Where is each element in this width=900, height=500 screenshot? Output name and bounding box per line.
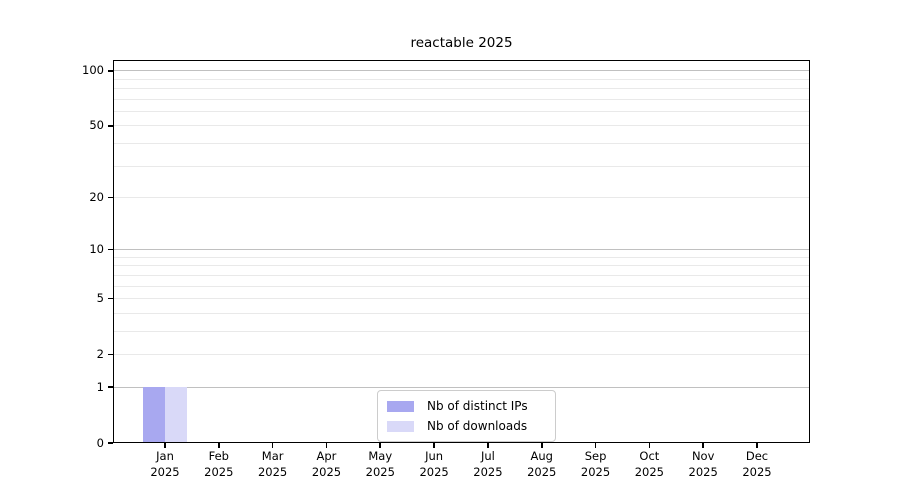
x-tick-label-nov: Nov 2025	[671, 449, 735, 480]
x-tick-month: May	[368, 449, 393, 463]
x-tick-label-feb: Feb 2025	[187, 449, 251, 480]
gridline-major-10	[113, 249, 810, 251]
x-tick-month: Jun	[425, 449, 444, 463]
y-tick-10	[108, 248, 113, 251]
y-tick-5	[108, 297, 113, 300]
x-tick-oct	[648, 443, 651, 448]
y-tick-label-10: 10	[89, 242, 104, 257]
x-tick-year: 2025	[634, 464, 664, 479]
gridline-major-1	[113, 386, 810, 388]
legend-swatch-distinct-ips	[387, 400, 414, 412]
chart-title: reactable 2025	[410, 35, 513, 51]
x-tick-month: Dec	[745, 449, 769, 463]
x-tick-jan	[164, 443, 166, 448]
x-tick-month: Mar	[261, 449, 284, 463]
gridline-minor-3	[113, 330, 810, 332]
plot-area	[113, 60, 810, 443]
y-tick-20	[108, 196, 113, 199]
x-tick-aug	[540, 443, 543, 448]
x-tick-month: Oct	[639, 449, 660, 463]
x-tick-month: Nov	[691, 449, 715, 463]
x-tick-year: 2025	[580, 464, 611, 479]
gridline-minor-20	[113, 196, 810, 198]
x-tick-may	[379, 443, 382, 448]
x-tick-label-mar: Mar 2025	[241, 449, 305, 480]
legend-item-downloads: Nb of downloads	[387, 417, 547, 435]
y-tick-label-1: 1	[96, 379, 104, 394]
x-tick-mar	[271, 443, 274, 448]
x-tick-month: Feb	[208, 449, 229, 463]
x-tick-year: 2025	[150, 464, 180, 479]
bar-nb-of-downloads-jan-2025	[165, 387, 187, 443]
y-tick-label-20: 20	[89, 189, 104, 204]
x-tick-label-jul: Jul 2025	[456, 449, 520, 480]
x-tick-label-jun: Jun 2025	[402, 449, 466, 480]
gridline-minor-5	[113, 298, 810, 299]
x-tick-year: 2025	[419, 464, 449, 479]
legend-swatch-downloads	[387, 420, 414, 432]
bar-nb-of-distinct-ips-jan-2025	[143, 387, 165, 443]
x-tick-year: 2025	[527, 464, 557, 479]
y-tick-label-2: 2	[96, 346, 104, 361]
gridline-minor-60	[113, 110, 810, 112]
y-tick-label-100: 100	[82, 63, 104, 78]
gridline-minor-2	[113, 353, 810, 355]
x-tick-label-dec: Dec 2025	[725, 449, 789, 480]
x-tick-sep	[594, 443, 597, 448]
x-tick-feb	[218, 443, 220, 448]
x-tick-nov	[702, 443, 704, 448]
gridline-minor-4	[113, 312, 810, 314]
y-tick-50	[108, 125, 113, 127]
x-tick-year: 2025	[365, 464, 395, 479]
gridline-minor-90	[113, 78, 810, 80]
x-tick-apr	[325, 443, 328, 448]
x-tick-label-aug: Aug 2025	[510, 449, 574, 480]
x-tick-month: Sep	[584, 449, 607, 463]
y-tick-1	[108, 386, 113, 388]
x-tick-month: Jan	[156, 449, 174, 463]
gridline-minor-70	[113, 98, 810, 100]
y-tick-0	[108, 442, 113, 444]
x-tick-month: Aug	[530, 449, 553, 463]
legend-label-downloads: Nb of downloads	[427, 419, 528, 433]
gridline-minor-40	[113, 143, 810, 145]
x-tick-month: Jul	[480, 449, 495, 463]
gridline-major-100	[113, 70, 810, 72]
x-tick-year: 2025	[742, 464, 772, 479]
x-tick-year: 2025	[473, 464, 503, 479]
x-tick-label-apr: Apr 2025	[294, 449, 358, 480]
gridline-minor-9	[113, 256, 810, 258]
gridline-minor-6	[113, 285, 810, 287]
legend: Nb of distinct IPs Nb of downloads	[377, 390, 556, 442]
x-tick-jul	[487, 443, 489, 448]
x-tick-label-oct: Oct 2025	[617, 449, 681, 480]
x-tick-year: 2025	[311, 464, 342, 479]
x-tick-jun	[433, 443, 435, 448]
gridline-minor-80	[113, 88, 810, 90]
y-tick-label-5: 5	[96, 291, 104, 305]
legend-label-distinct-ips: Nb of distinct IPs	[427, 399, 528, 413]
y-tick-label-50: 50	[89, 118, 104, 133]
legend-item-distinct-ips: Nb of distinct IPs	[387, 397, 547, 415]
y-tick-2	[108, 353, 113, 356]
y-tick-label-0: 0	[96, 435, 104, 450]
gridline-minor-7	[113, 274, 810, 276]
x-tick-year: 2025	[688, 464, 718, 479]
x-tick-dec	[756, 443, 758, 448]
x-tick-month: Apr	[316, 449, 337, 463]
x-tick-label-jan: Jan 2025	[133, 449, 197, 480]
gridline-minor-8	[113, 265, 810, 267]
y-tick-100	[108, 70, 113, 72]
x-tick-label-sep: Sep 2025	[564, 449, 628, 480]
x-tick-label-may: May 2025	[348, 449, 412, 480]
x-tick-year: 2025	[204, 464, 234, 479]
gridline-minor-30	[113, 165, 810, 167]
x-tick-year: 2025	[257, 464, 288, 479]
gridline-minor-50	[113, 125, 810, 127]
